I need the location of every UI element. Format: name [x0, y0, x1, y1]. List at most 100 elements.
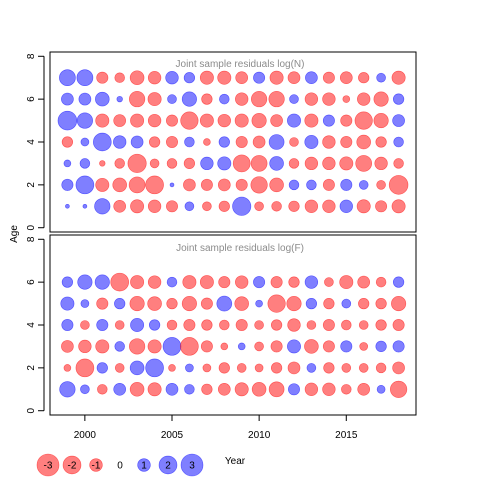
bubble-age2-year2002: [112, 177, 127, 193]
bubble-age2-year2015: [340, 178, 353, 191]
bubble-age2-year2012: [288, 179, 300, 191]
bubble-age4-year2016: [358, 320, 369, 330]
bubble-age6-year2007: [199, 275, 214, 290]
bubble-age4-year2017: [375, 136, 387, 148]
bubble-age4-year2008: [219, 319, 230, 331]
bubble-age5-year2014: [323, 297, 335, 310]
bubble-age7-year2006: [183, 72, 196, 84]
bubble-age5-year1999: [57, 110, 78, 131]
bubble-age1-year2000: [82, 203, 88, 209]
y-tick-label: 6: [26, 96, 37, 102]
bubble-age1-year2015: [339, 199, 353, 213]
bubble-age7-year2008: [217, 70, 232, 85]
bubble-age2-year2014: [323, 362, 335, 374]
bubble-age1-year2017: [375, 200, 388, 213]
bubble-age7-year2001: [96, 71, 109, 84]
y-tick-label: 2: [26, 182, 37, 188]
panel-top-y-axis: 0 2 4 6 8: [26, 53, 45, 230]
bubble-age4-year2002: [114, 320, 125, 330]
bubble-age4-year2006: [184, 136, 195, 148]
bubble-age7-year2011: [269, 70, 284, 85]
bubble-age4-year2004: [148, 319, 161, 331]
bubble-age3-year2006: [180, 337, 199, 356]
bubble-age2-year2006: [185, 363, 194, 373]
bubble-age1-year2017: [376, 384, 386, 394]
bubble-age3-year2017: [375, 340, 387, 353]
x-tick-label: 2005: [161, 430, 184, 441]
bubble-age4-year2018: [392, 319, 405, 331]
bubble-age1-year2009: [234, 382, 249, 397]
bubble-age5-year2017: [373, 113, 389, 129]
bubble-age2-year2015: [341, 363, 352, 373]
bubble-age2-year2017: [376, 180, 386, 190]
bubble-age6-year2005: [166, 276, 178, 288]
bubble-age5-year2008: [216, 295, 233, 312]
bubble-age3-year2018: [393, 158, 404, 169]
bubble-age3-year2007: [200, 340, 213, 353]
bubble-age5-year2000: [76, 112, 93, 129]
bubble-age4-year2011: [268, 134, 285, 150]
bubble-age4-year2008: [218, 136, 230, 148]
bubble-age6-year2001: [94, 274, 110, 290]
legend-label: -3: [44, 461, 53, 472]
bubble-age6-year2011: [270, 276, 283, 289]
bubble-age1-year2018: [391, 199, 406, 214]
bubble-age4-year2006: [183, 319, 196, 331]
bubble-age3-year2016: [359, 342, 369, 351]
bubble-age3-year2002: [114, 341, 125, 352]
bubble-age6-year2015: [339, 275, 354, 290]
bubble-age6-year2005: [167, 94, 177, 104]
bubble-age5-year2015: [340, 114, 353, 127]
bubble-age3-year2004: [147, 339, 162, 354]
bubble-age1-year2009: [232, 196, 252, 216]
bubble-age5-year2005: [166, 114, 178, 127]
y-tick-label: 8: [26, 236, 37, 242]
bubble-age5-year2010: [251, 113, 267, 129]
bubble-age3-year2017: [374, 156, 388, 171]
bubble-age3-year2002: [114, 158, 125, 169]
bubble-age5-year2004: [147, 296, 162, 311]
legend-bubble: [36, 453, 60, 477]
bubble-age4-year2000: [80, 320, 90, 330]
bubble-age6-year2012: [289, 94, 299, 104]
bubble-age3-year2004: [149, 158, 160, 169]
bubble-age6-year2017: [373, 91, 389, 107]
bubble-age6-year2002: [116, 95, 123, 103]
bubble-age4-year1999: [61, 136, 74, 148]
bubble-age3-year2013: [304, 339, 319, 354]
bubble-age2-year2004: [145, 175, 164, 195]
panel-bottom: Joint sample residuals log(F) 0 2 4 6 8: [26, 234, 417, 416]
bubble-age2-year2014: [322, 178, 335, 191]
bubble-age3-year2012: [287, 339, 301, 354]
bubble-age6-year2000: [77, 274, 93, 290]
legend-label: 1: [141, 461, 147, 472]
bubble-age1-year2004: [147, 382, 162, 397]
bubble-age5-year2016: [358, 297, 370, 310]
legend-label: 0: [117, 461, 123, 472]
bubble-age6-year2008: [219, 93, 230, 105]
bubble-age7-year2014: [322, 71, 335, 84]
bubble-age2-year2013: [306, 363, 317, 373]
x-axis-label: Year: [225, 456, 246, 467]
bubble-age6-year2012: [288, 276, 300, 288]
bubble-age3-year2015: [339, 156, 354, 171]
bubble-age2-year2009: [236, 363, 247, 373]
bubble-age2-year2005: [169, 182, 175, 188]
bubble-age6-year2003: [130, 275, 145, 290]
bubble-age7-year2000: [76, 69, 94, 87]
bubble-age4-year2009: [235, 136, 248, 148]
bubble-age2-year2013: [306, 179, 317, 191]
legend-label: -1: [92, 461, 101, 472]
x-tick-label: 2000: [74, 430, 97, 441]
bubble-age6-year2017: [375, 276, 387, 288]
legend-bubble: [89, 458, 103, 472]
bubble-age1-year2005: [166, 200, 178, 213]
bubble-age1-year2016: [357, 382, 371, 396]
bubble-age6-year1999: [61, 276, 74, 288]
bubble-age7-year2007: [199, 70, 214, 85]
bubble-age5-year2002: [113, 114, 127, 127]
bubble-age4-year2003: [130, 135, 144, 149]
panel-bottom-frame: [49, 234, 417, 416]
bubble-age2-year2018: [388, 175, 409, 195]
